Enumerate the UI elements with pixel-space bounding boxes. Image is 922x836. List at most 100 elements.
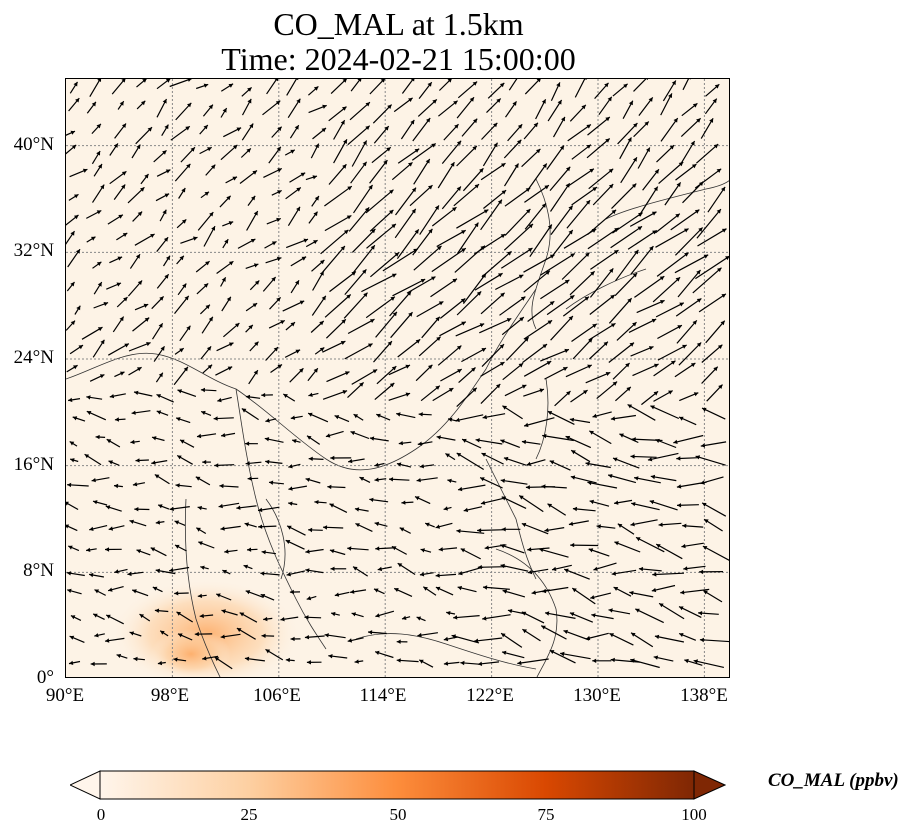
wind-arrow <box>500 544 525 554</box>
wind-arrow <box>523 254 555 273</box>
wind-arrow <box>701 344 723 363</box>
wind-arrowhead <box>213 416 218 421</box>
wind-arrowhead <box>651 318 657 323</box>
wind-arrowhead <box>221 277 226 282</box>
wind-arrow <box>680 117 702 138</box>
wind-arrow <box>608 297 633 324</box>
wind-arrowhead <box>432 99 437 104</box>
wind-arrowhead <box>250 239 256 243</box>
wind-arrowhead <box>174 520 180 525</box>
wind-arrowhead <box>391 546 397 551</box>
wind-arrowhead <box>243 564 249 569</box>
wind-arrowhead <box>334 592 340 597</box>
wind-arrowhead <box>584 79 587 80</box>
wind-arrowhead <box>67 482 72 488</box>
wind-arrow <box>540 279 570 300</box>
wind-arrowhead <box>214 463 219 468</box>
wind-arrow <box>352 244 376 274</box>
wind-arrowhead <box>679 606 684 611</box>
wind-arrowhead <box>608 608 613 613</box>
wind-arrow <box>418 336 442 357</box>
wind-arrowhead <box>123 297 128 302</box>
wind-arrowhead <box>348 459 353 464</box>
wind-arrowhead <box>654 169 659 174</box>
wind-arrow <box>570 476 597 484</box>
wind-arrow <box>695 455 726 466</box>
wind-arrowhead <box>512 101 517 106</box>
wind-arrowhead <box>220 526 225 531</box>
wind-arrowhead <box>181 219 187 224</box>
wind-arrow <box>322 245 346 273</box>
wind-arrowhead <box>473 118 478 124</box>
wind-arrowhead <box>605 372 611 376</box>
wind-arrowhead <box>139 614 144 619</box>
wind-arrowhead <box>609 268 614 273</box>
wind-arrowhead <box>541 625 546 630</box>
wind-arrowhead <box>415 496 420 501</box>
wind-arrow <box>503 139 522 159</box>
wind-arrowhead <box>632 273 638 278</box>
wind-arrowhead <box>129 519 134 524</box>
wind-arrowhead <box>66 501 69 506</box>
wind-arrowhead <box>586 144 591 149</box>
wind-arrowhead <box>369 497 374 502</box>
wind-arrow <box>630 519 658 526</box>
wind-arrow <box>675 163 697 181</box>
wind-arrowhead <box>306 660 311 665</box>
wind-arrow <box>529 224 553 258</box>
wind-arrowhead <box>389 477 394 482</box>
wind-arrowhead <box>254 280 260 285</box>
wind-arrowhead <box>105 638 110 643</box>
wind-arrow <box>475 439 503 445</box>
wind-arrowhead <box>324 633 329 638</box>
wind-arrowhead <box>114 483 119 489</box>
wind-arrowhead <box>721 228 727 233</box>
wind-arrowhead <box>581 104 586 110</box>
wind-arrow <box>655 302 685 318</box>
wind-arrowhead <box>239 612 245 617</box>
wind-arrowhead <box>347 638 353 643</box>
wind-arrowhead <box>89 572 94 578</box>
wind-arrowhead <box>585 635 591 641</box>
wind-arrow <box>701 502 727 517</box>
wind-arrowhead <box>493 142 498 148</box>
wind-arrow <box>546 294 575 316</box>
wind-arrow <box>614 272 638 297</box>
wind-arrowhead <box>258 524 263 529</box>
wind-arrowhead <box>220 634 225 639</box>
wind-arrowhead <box>380 79 385 83</box>
wind-arrowhead <box>610 657 615 663</box>
wind-arrowhead <box>638 212 643 217</box>
wind-arrowhead <box>627 404 633 409</box>
wind-arrowhead <box>604 82 609 88</box>
wind-arrow <box>325 318 347 339</box>
wind-arrow <box>674 362 696 378</box>
wind-arrowhead <box>202 656 207 661</box>
wind-arrowhead <box>562 367 568 371</box>
wind-arrow <box>550 315 574 341</box>
wind-arrowhead <box>222 108 227 113</box>
wind-arrowhead <box>152 436 157 441</box>
wind-arrowhead <box>368 630 373 635</box>
wind-arrowhead <box>396 658 401 663</box>
wind-arrowhead <box>411 208 416 214</box>
wind-arrowhead <box>679 633 684 637</box>
wind-arrow <box>370 252 400 278</box>
wind-arrow <box>527 300 555 322</box>
wind-arrowhead <box>448 388 454 393</box>
wind-arrowhead <box>521 384 527 389</box>
wind-arrow <box>674 227 704 256</box>
wind-arrowhead <box>305 477 310 482</box>
wind-arrowhead <box>394 252 399 257</box>
wind-arrowhead <box>435 316 440 322</box>
wind-arrowhead <box>166 255 170 261</box>
wind-arrowhead <box>134 507 139 512</box>
wind-arrowhead <box>654 634 660 640</box>
wind-arrowhead <box>354 507 360 512</box>
wind-arrowhead <box>387 104 392 109</box>
wind-arrowhead <box>146 342 151 347</box>
wind-arrowhead <box>649 500 655 505</box>
wind-arrow <box>538 548 569 558</box>
wind-arrow <box>416 300 444 318</box>
wind-arrowhead <box>236 127 242 132</box>
